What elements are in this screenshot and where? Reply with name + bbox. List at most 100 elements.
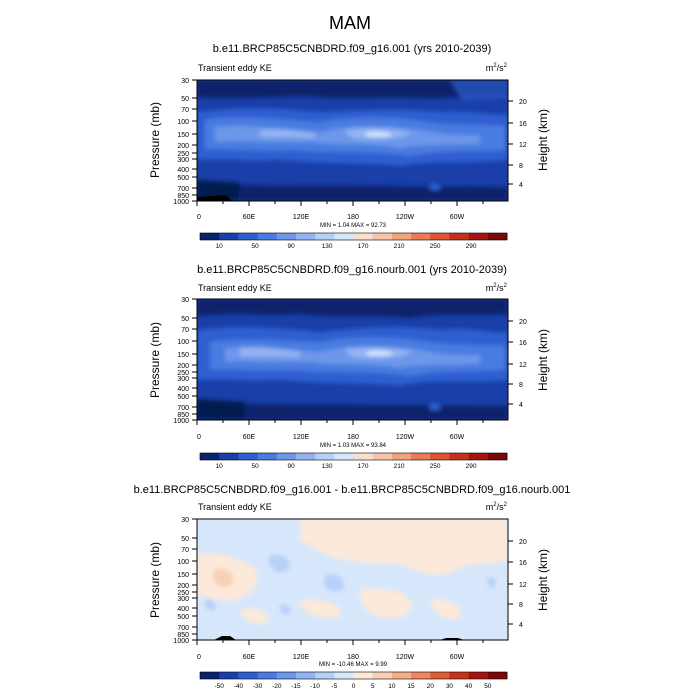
pressure-tick: 400: [177, 606, 189, 613]
colorbar-label: 50: [252, 463, 260, 470]
x-tick: 120E: [293, 214, 310, 221]
panel-1-contour-field: [197, 80, 508, 201]
colorbar-label: -20: [272, 683, 282, 690]
height-tick: 20: [519, 99, 527, 106]
colorbar-label: 15: [407, 683, 415, 690]
colorbar-swatch: [487, 233, 508, 240]
colorbar-label: 290: [466, 463, 477, 470]
colorbar-label: -10: [310, 683, 320, 690]
colorbar-swatch: [449, 672, 470, 679]
colorbar-label: 10: [216, 243, 224, 250]
panel-3-title: b.e11.BRCP85C5CNBDRD.f09_g16.001 - b.e11…: [134, 484, 571, 496]
panel-2-colorbar: 10 50 90 130 170 210 250 290: [199, 452, 508, 470]
panel-3-contour-field: [197, 519, 508, 640]
colorbar-swatch: [219, 233, 239, 240]
panel-1-x-axis: 0 60E 120E 180 120W 60W: [196, 201, 484, 221]
panel-1-min-max: MIN = 1.04 MAX = 92.73: [320, 223, 387, 229]
colorbar-swatch: [449, 453, 470, 460]
x-tick: 60W: [450, 654, 465, 661]
colorbar-swatch: [468, 453, 489, 460]
colorbar-swatch: [334, 453, 354, 460]
panel-3-units: m2/s2: [486, 502, 508, 512]
colorbar-swatch: [411, 233, 431, 240]
colorbar-label: 20: [427, 683, 435, 690]
panel-2-height-axis: 20 16 12 8 4: [508, 319, 527, 409]
panel-1-height-axis: 20 16 12 8 4: [508, 99, 527, 189]
pressure-tick: 1000: [173, 199, 189, 206]
pressure-tick: 700: [177, 186, 189, 193]
pressure-tick: 850: [177, 193, 189, 200]
x-tick: 120W: [396, 654, 415, 661]
x-tick: 120W: [396, 434, 415, 441]
panel-3-x-axis: 0 60E 120E 180 120W 60W: [196, 640, 484, 661]
pressure-tick: 850: [177, 412, 189, 419]
pressure-tick: 100: [177, 119, 189, 126]
x-tick: 120W: [396, 214, 415, 221]
colorbar-swatch: [430, 672, 450, 679]
panel-3-height-axis: 20 16 12 8 4: [508, 539, 527, 629]
x-tick: 60E: [243, 214, 256, 221]
colorbar-label: -5: [331, 683, 337, 690]
pressure-tick: 1000: [173, 418, 189, 425]
colorbar-label: 290: [466, 243, 477, 250]
panel-2-x-axis: 0 60E 120E 180 120W 60W: [196, 420, 484, 441]
panel-1-units: m2/s2: [486, 63, 508, 73]
colorbar-label: -30: [253, 683, 263, 690]
height-tick: 12: [519, 582, 527, 589]
height-tick: 4: [519, 622, 523, 629]
panel-1-subtitle: Transient eddy KE: [198, 63, 272, 73]
colorbar-label: -50: [214, 683, 224, 690]
colorbar-label: 90: [288, 243, 296, 250]
colorbar-label: 210: [394, 463, 405, 470]
colorbar-swatch: [430, 233, 450, 240]
colorbar-swatch: [276, 233, 297, 240]
panel-1-pressure-axis: 30 50 70 100 150 200 250 300 400 500 700…: [173, 78, 197, 206]
colorbar-label: 170: [358, 463, 369, 470]
panel-3: b.e11.BRCP85C5CNBDRD.f09_g16.001 - b.e11…: [134, 484, 571, 690]
x-tick: 180: [347, 214, 359, 221]
colorbar-swatch: [468, 233, 489, 240]
height-tick: 12: [519, 362, 527, 369]
colorbar-swatch: [315, 233, 335, 240]
height-tick: 8: [519, 382, 523, 389]
colorbar-label: 10: [216, 463, 224, 470]
colorbar-label: -40: [234, 683, 244, 690]
height-tick: 12: [519, 142, 527, 149]
colorbar-swatch: [468, 672, 489, 679]
colorbar-swatch: [487, 453, 508, 460]
pressure-tick: 250: [177, 370, 189, 377]
figure-title: MAM: [329, 13, 371, 33]
x-tick: 180: [347, 654, 359, 661]
colorbar-swatch: [257, 453, 278, 460]
panel-3-pressure-axis: 30 50 70 100 150 200 250 300 400 500 700…: [173, 517, 197, 645]
panel-2: b.e11.BRCP85C5CNBDRD.f09_g16.nourb.001 (…: [148, 264, 550, 470]
panel-1-ylabel-right: Height (km): [536, 109, 550, 171]
colorbar-swatch: [411, 453, 431, 460]
pressure-tick: 30: [181, 517, 189, 524]
panel-2-units: m2/s2: [486, 283, 508, 293]
colorbar-swatch: [295, 672, 316, 679]
pressure-tick: 400: [177, 167, 189, 174]
panel-1-ylabel: Pressure (mb): [148, 102, 162, 178]
pressure-tick: 700: [177, 405, 189, 412]
colorbar-swatch: [257, 233, 278, 240]
pressure-tick: 250: [177, 590, 189, 597]
colorbar-swatch: [219, 672, 239, 679]
pressure-tick: 70: [181, 327, 189, 334]
panel-3-ylabel-right: Height (km): [536, 549, 550, 611]
height-tick: 4: [519, 402, 523, 409]
colorbar-label: 30: [446, 683, 454, 690]
colorbar-swatch: [391, 672, 412, 679]
panel-2-ylabel: Pressure (mb): [148, 322, 162, 398]
x-tick: 120E: [293, 654, 310, 661]
pressure-tick: 100: [177, 559, 189, 566]
height-tick: 16: [519, 560, 527, 567]
x-tick: 60E: [243, 434, 256, 441]
x-tick: 180: [347, 434, 359, 441]
panel-3-ylabel: Pressure (mb): [148, 542, 162, 618]
height-tick: 8: [519, 602, 523, 609]
colorbar-swatch: [257, 672, 278, 679]
height-tick: 20: [519, 319, 527, 326]
pressure-tick: 30: [181, 297, 189, 304]
colorbar-swatch: [430, 453, 450, 460]
